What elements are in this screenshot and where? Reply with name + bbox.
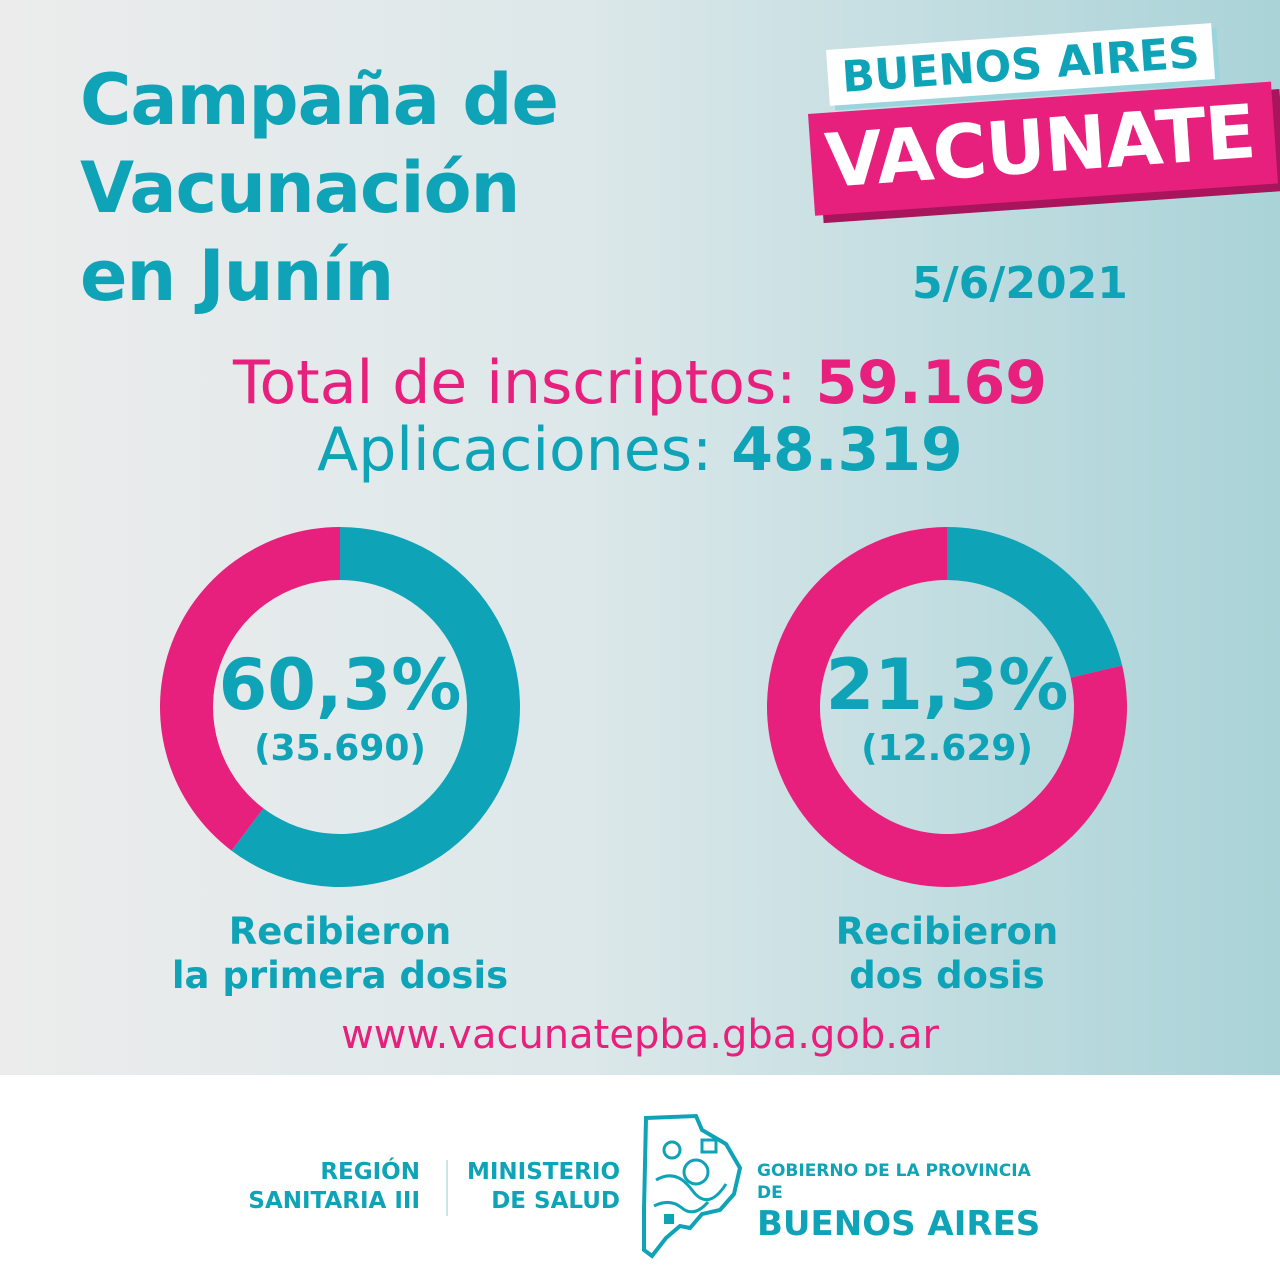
buenos-aires-province-map-icon <box>642 1113 743 1259</box>
caption-line-2: dos dosis <box>849 954 1045 997</box>
caption-line-1: Recibieron <box>228 910 452 953</box>
vacunate-badge: BUENOS AIRES VACUNATE <box>808 23 1279 250</box>
inscriptos-line: Total de inscriptos: 59.169 <box>0 348 1280 418</box>
ministerio-salud-label: MINISTERIO DE SALUD <box>458 1158 620 1216</box>
donut-count-label: (35.690) <box>254 728 426 769</box>
totals-block: Total de inscriptos: 59.169 Aplicaciones… <box>0 348 1280 482</box>
donut-percent-label: 60,3% <box>218 644 462 726</box>
footer-divider <box>446 1160 448 1216</box>
donut-chart-primera-dosis: 60,3% (35.690) <box>160 527 520 887</box>
caption-dos-dosis: Recibieron dos dosis <box>747 910 1147 998</box>
caption-line-2: la primera dosis <box>171 954 509 997</box>
ministerio-line-1: MINISTERIO <box>466 1159 620 1185</box>
donut-svg-dos <box>767 527 1127 887</box>
region-line-1: REGIÓN <box>320 1159 420 1185</box>
ministerio-line-2: DE SALUD <box>491 1188 620 1214</box>
title-line-2: Vacunación <box>80 147 520 229</box>
aplicaciones-label: Aplicaciones: <box>317 415 732 485</box>
inscriptos-value: 59.169 <box>815 348 1047 418</box>
gobierno-line-2: BUENOS AIRES <box>757 1204 1041 1244</box>
inscriptos-label: Total de inscriptos: <box>233 348 816 418</box>
report-date: 5/6/2021 <box>912 258 1128 309</box>
donut-percent-label: 21,3% <box>825 644 1069 726</box>
donut-count-label: (12.629) <box>861 728 1033 769</box>
page-title: Campaña de Vacunación en Junín <box>80 56 559 320</box>
caption-primera-dosis: Recibieron la primera dosis <box>140 910 540 998</box>
gobierno-label: GOBIERNO DE LA PROVINCIA DE BUENOS AIRES <box>757 1160 1057 1244</box>
region-line-2: SANITARIA III <box>248 1188 420 1214</box>
donut-svg-primera <box>160 527 520 887</box>
website-link[interactable]: www.vacunatepba.gba.gob.ar <box>341 1012 939 1058</box>
donut-slice-remaining <box>160 527 340 851</box>
title-line-3: en Junín <box>80 235 394 317</box>
aplicaciones-line: Aplicaciones: 48.319 <box>0 418 1280 482</box>
region-sanitaria-label: REGIÓN SANITARIA III <box>230 1158 420 1216</box>
title-line-1: Campaña de <box>80 59 559 141</box>
donut-slice-remaining <box>767 527 1127 887</box>
aplicaciones-value: 48.319 <box>731 415 963 485</box>
donut-chart-dos-dosis: 21,3% (12.629) <box>767 527 1127 887</box>
caption-line-1: Recibieron <box>835 910 1059 953</box>
donut-slice-vaccinated <box>947 527 1123 678</box>
gobierno-line-1: GOBIERNO DE LA PROVINCIA DE <box>757 1161 1031 1203</box>
donut-slice-vaccinated <box>231 527 520 887</box>
